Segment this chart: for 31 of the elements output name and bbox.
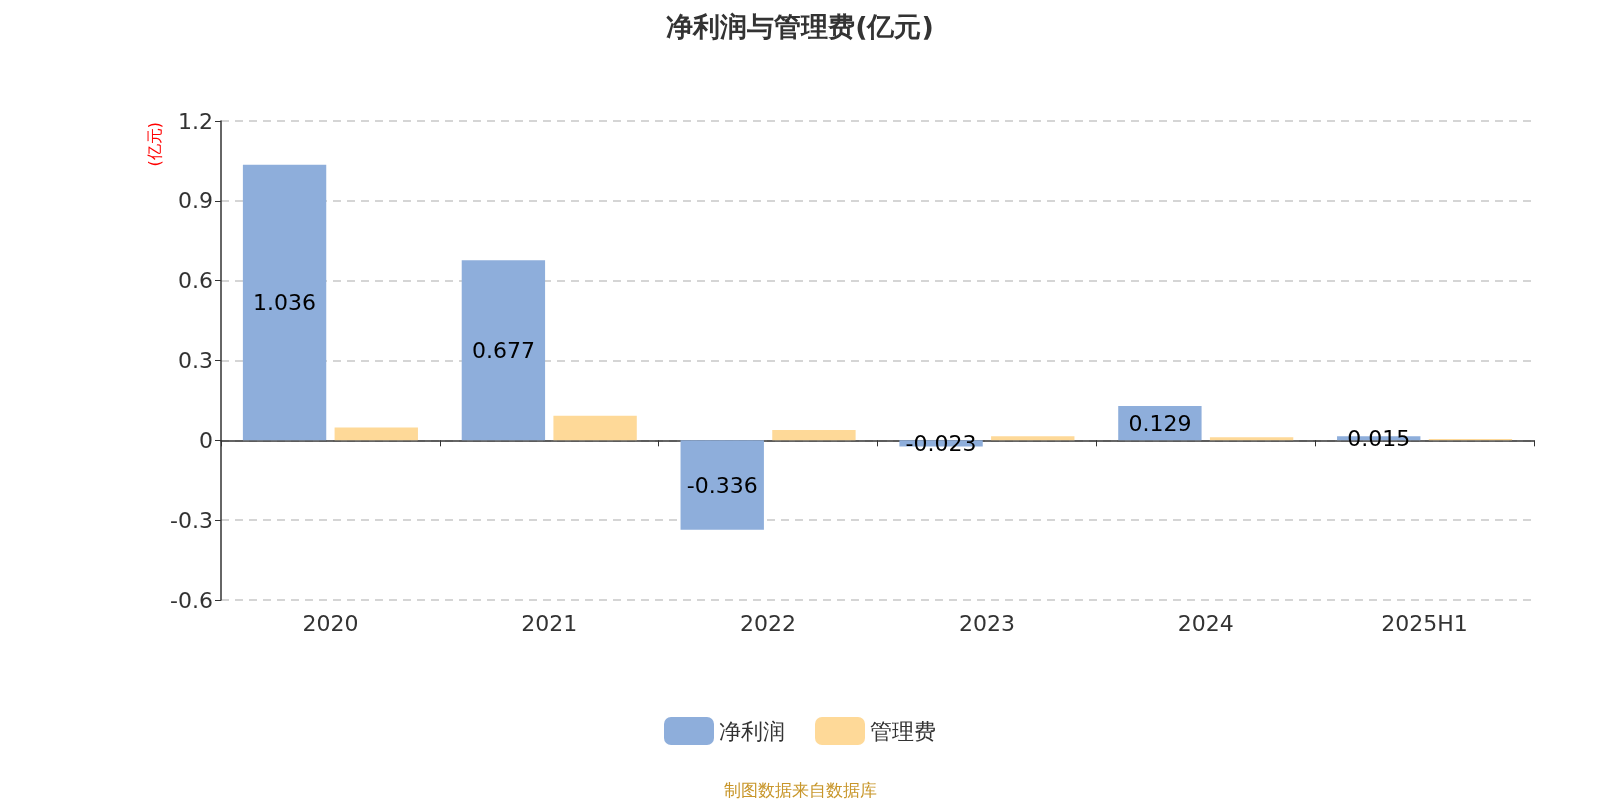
x-tick-label: 2023 [958,610,1015,636]
chart-title: 净利润与管理费(亿元) [666,11,934,42]
y-tick-label: 1.2 [178,108,213,134]
legend-label: 净利润 [719,718,785,744]
y-tick-label: -0.3 [170,507,213,533]
x-tick-label: 2021 [521,610,578,636]
bar [461,260,546,441]
bar [772,429,856,441]
bar [680,440,764,530]
y-tick-label: -0.6 [170,587,213,613]
data-label: -0.336 [686,472,758,498]
y-tick-label: 0.3 [178,348,213,373]
x-tick-label: 2020 [302,610,359,636]
data-label: -0.023 [905,430,977,456]
bar [242,164,327,441]
x-tick-label: 2022 [740,610,797,636]
bar [1209,437,1294,441]
y-axis-title: (亿元) [144,122,164,167]
data-label: 1.036 [253,289,317,315]
bar [991,436,1075,441]
bar [334,427,418,441]
bar [553,415,637,441]
legend-label: 管理费 [870,718,936,744]
x-tick-label: 2024 [1177,610,1234,636]
y-tick-label: 0.9 [178,188,213,214]
x-tick-label: 2025H1 [1381,610,1468,636]
data-label: 0.677 [471,337,535,363]
y-tick-label: 0.6 [178,268,213,294]
data-label: 0.129 [1128,410,1192,436]
text: 制图数据来自数据库 [723,779,877,800]
y-tick-label: 0 [199,427,213,453]
